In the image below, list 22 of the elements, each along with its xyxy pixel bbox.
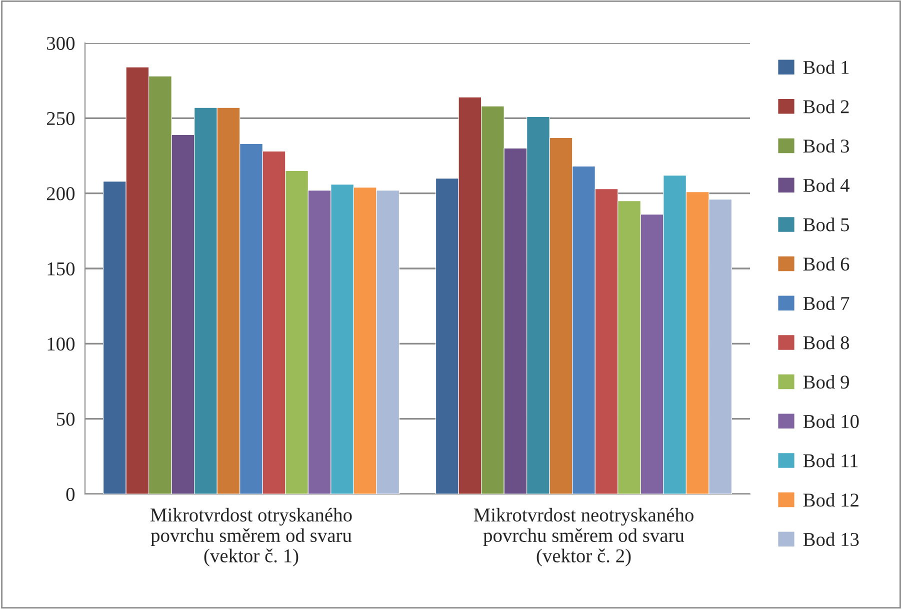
y-tick-label: 300 bbox=[47, 36, 75, 50]
legend-label: Bod 6 bbox=[803, 256, 850, 271]
y-tick-label: 200 bbox=[46, 187, 75, 200]
legend-label: Bod 4 bbox=[803, 178, 850, 192]
legend-label: Bod 2 bbox=[803, 100, 849, 114]
y-tick-label: 0 bbox=[66, 488, 75, 501]
legend-label: Bod 5 bbox=[803, 218, 850, 232]
legend-label: Bod 11 bbox=[803, 454, 858, 468]
legend-label: Bod 7 bbox=[803, 296, 850, 310]
y-tick-label: 250 bbox=[46, 112, 75, 126]
legend-label: Bod 10 bbox=[803, 414, 859, 428]
legend-label: Bod 3 bbox=[803, 138, 850, 153]
x-tick-label: Mikrotvrdost neotryskaného povrchu směrem od svaru (vektor č. 2) bbox=[474, 508, 694, 566]
legend-label: Bod 12 bbox=[803, 493, 858, 507]
y-tick-label: 100 bbox=[48, 337, 75, 351]
legend-label: Bod 8 bbox=[803, 336, 850, 350]
legend-label: Bod 1 bbox=[803, 60, 849, 74]
y-tick-label: 50 bbox=[56, 412, 75, 426]
y-tick-label: 150 bbox=[48, 262, 75, 276]
legend-label: Bod 13 bbox=[803, 532, 859, 546]
x-tick-label: Mikrotvrdost otryskaného povrchu směrem od svaru (vektor č. 1) bbox=[150, 508, 352, 566]
legend-label: Bod 9 bbox=[803, 374, 849, 389]
